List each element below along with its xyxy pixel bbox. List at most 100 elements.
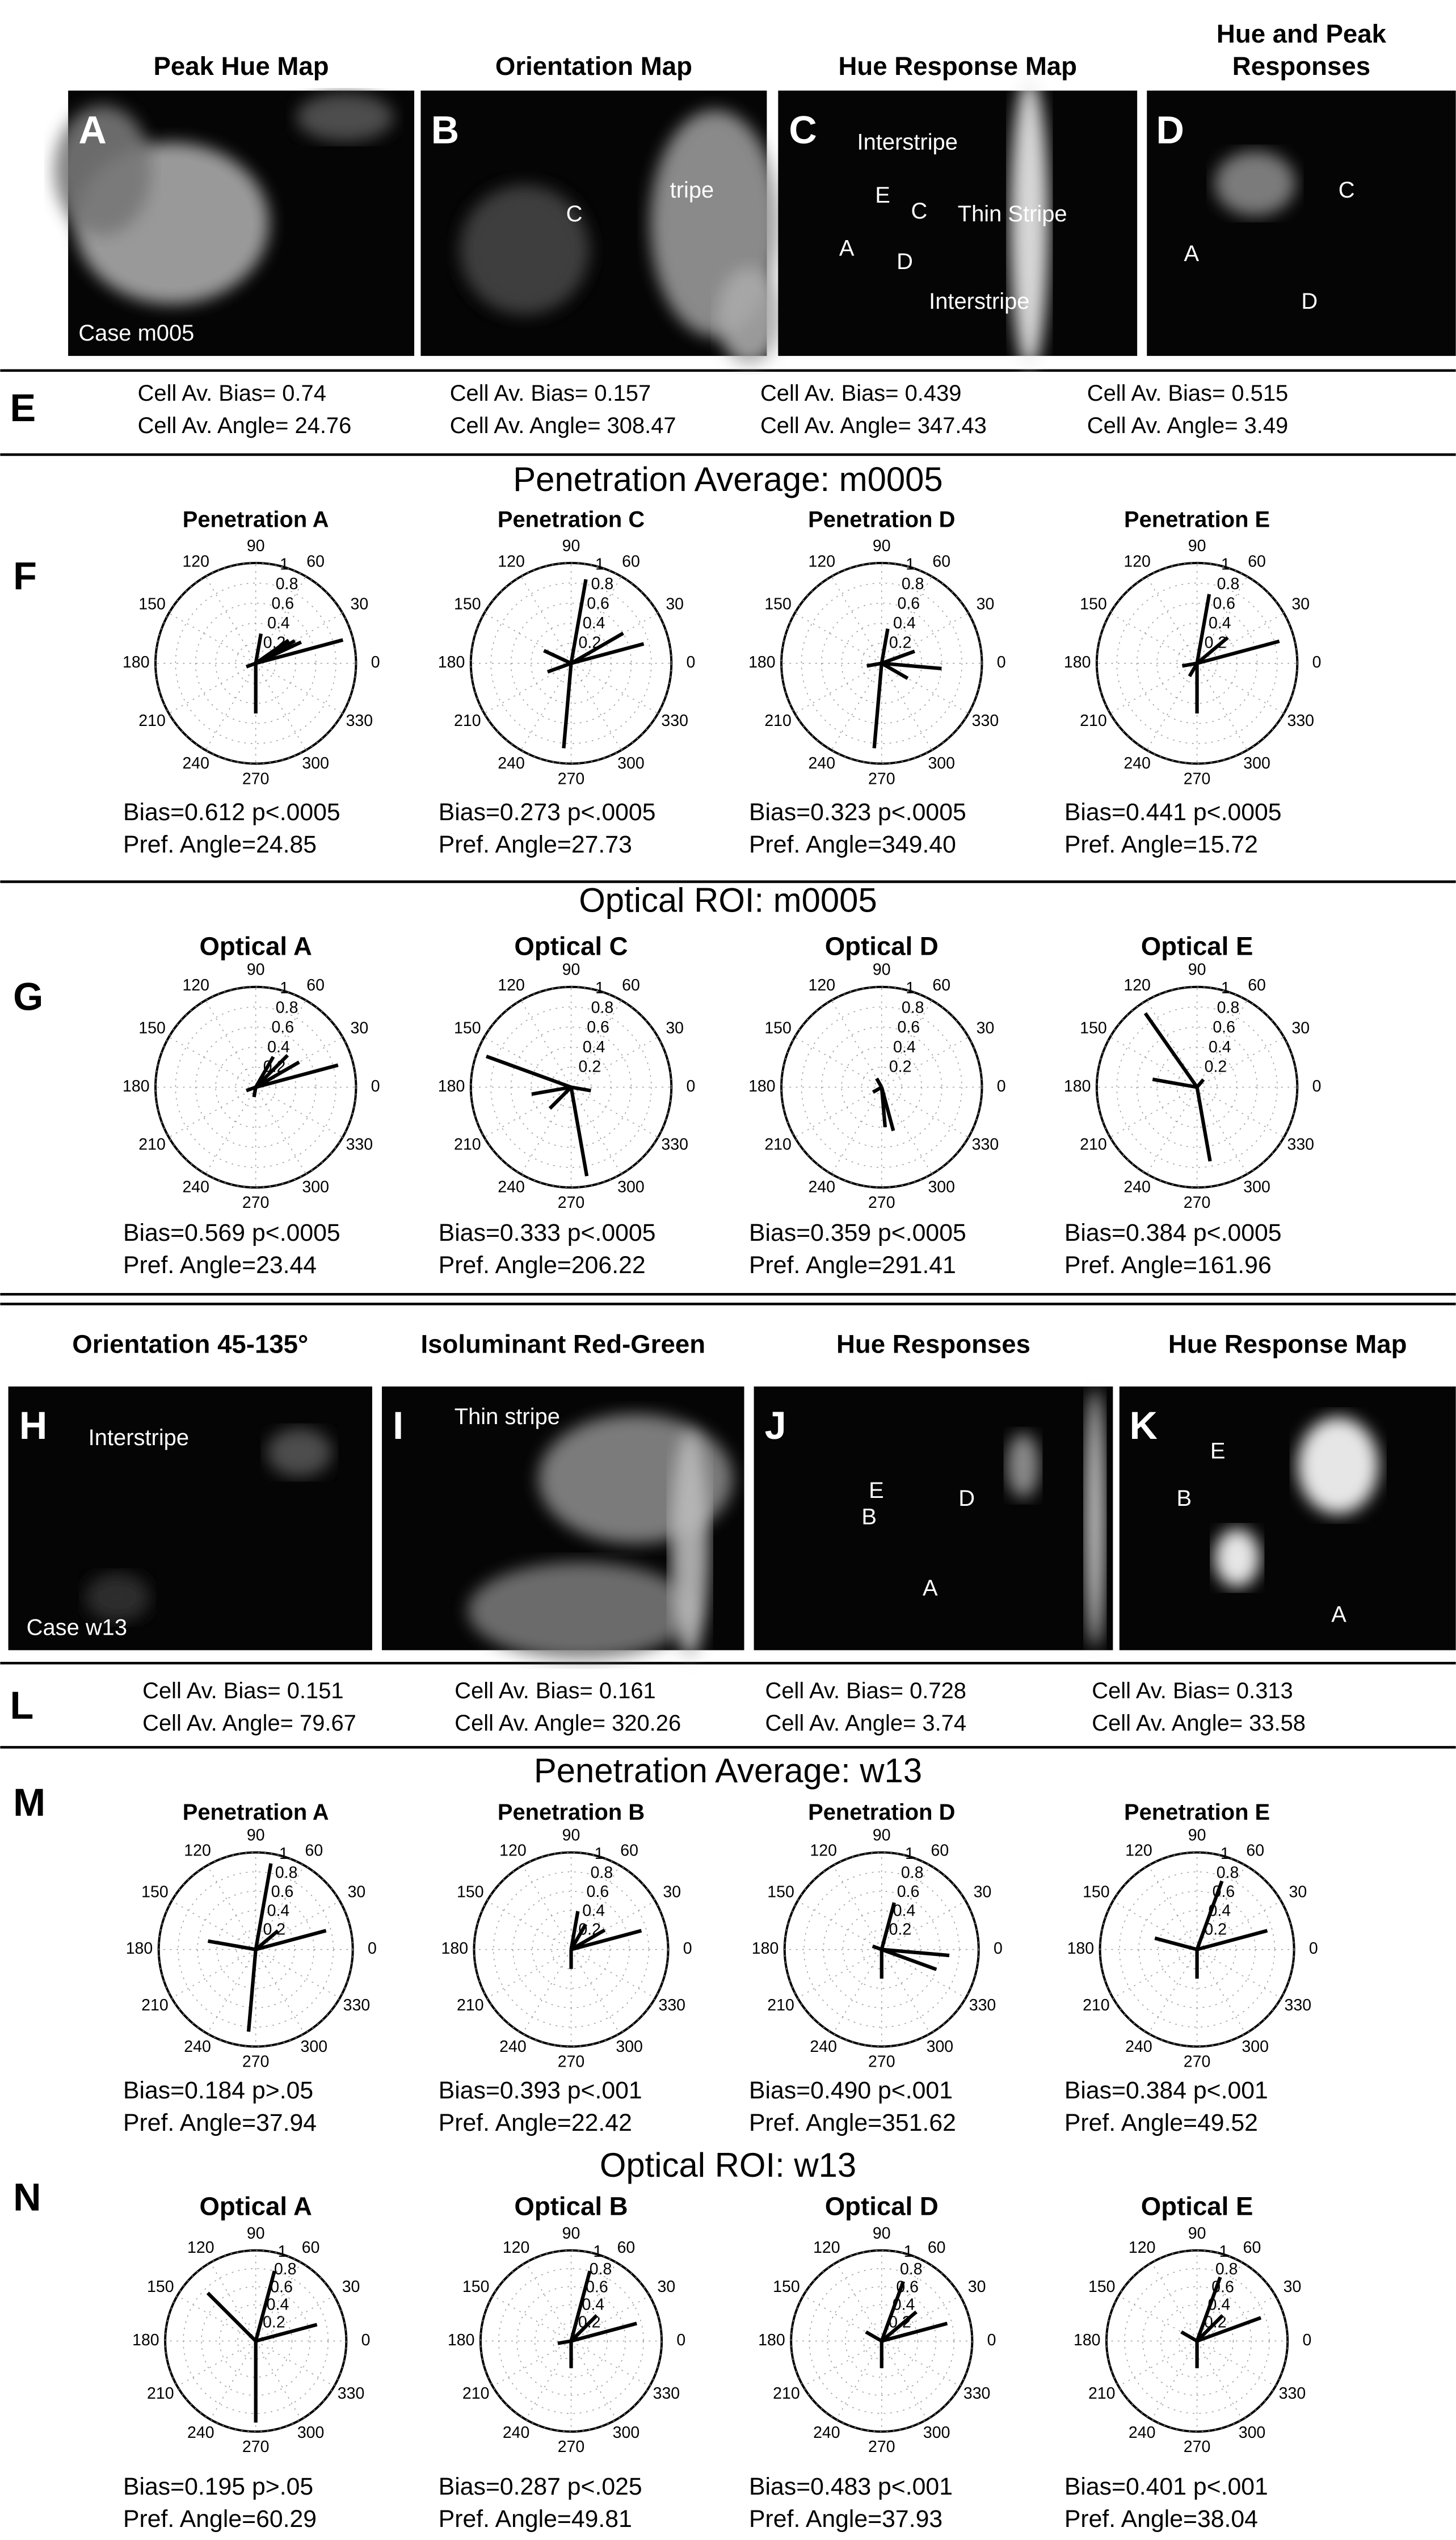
plot-stat: Pref. Angle=49.52	[1064, 2109, 1258, 2136]
angle-label: 0	[997, 653, 1006, 671]
angle-label: 180	[758, 2331, 785, 2349]
image-texture	[671, 1431, 709, 1658]
radial-label: 1	[280, 555, 289, 573]
angle-label: 240	[1123, 1178, 1151, 1196]
angle-label: 0	[371, 1077, 380, 1095]
image-label: E	[875, 183, 890, 208]
plot-stat: Pref. Angle=38.04	[1064, 2505, 1258, 2533]
angle-label: 240	[1129, 2424, 1156, 2442]
angle-label: 180	[126, 1939, 153, 1958]
image-label: C	[911, 199, 927, 224]
radial-label: 1	[279, 1845, 288, 1863]
angle-label: 240	[1123, 754, 1151, 773]
plot-stat: Bias=0.490 p<.001	[749, 2077, 953, 2104]
panel-title: Hue and Peak	[1217, 19, 1387, 48]
plot-stat: Bias=0.483 p<.001	[749, 2473, 953, 2500]
cell-stat: Cell Av. Bias= 0.151	[142, 1678, 343, 1703]
angle-label: 240	[187, 2424, 214, 2442]
angle-label: 210	[462, 2384, 490, 2403]
angle-label: 0	[987, 2331, 996, 2349]
angle-label: 330	[1279, 2384, 1306, 2403]
plot-stat: Bias=0.273 p<.0005	[439, 799, 656, 826]
angle-label: 0	[676, 2331, 685, 2349]
angle-label: 240	[498, 1178, 525, 1196]
radial-label: 0.4	[267, 1901, 290, 1920]
radial-label: 1	[595, 979, 604, 997]
radial-label: 0.8	[1217, 1863, 1239, 1882]
angle-label: 330	[661, 712, 688, 730]
image-texture	[85, 1573, 150, 1622]
radial-label: 0.8	[591, 999, 614, 1017]
radial-label: 0.4	[893, 1901, 916, 1920]
image-texture	[1007, 1433, 1040, 1498]
angle-label: 60	[932, 976, 950, 994]
angle-label: 90	[247, 537, 265, 555]
radial-label: 0.6	[271, 1883, 294, 1901]
angle-label: 30	[348, 1883, 366, 1901]
angle-label: 270	[242, 770, 270, 788]
radial-label: 0.8	[902, 999, 924, 1017]
angle-label: 180	[1064, 653, 1091, 671]
angle-label: 120	[503, 2239, 530, 2257]
radial-label: 0.8	[591, 1863, 613, 1882]
angle-label: 150	[457, 1883, 484, 1901]
angle-label: 120	[182, 976, 209, 994]
angle-label: 210	[147, 2384, 174, 2403]
angle-label: 330	[346, 712, 373, 730]
panel-title: Orientation 45-135°	[72, 1330, 308, 1359]
plot-stat: Bias=0.359 p<.0005	[749, 1219, 966, 1246]
panel-title: Peak Hue Map	[153, 52, 329, 81]
angle-label: 120	[187, 2239, 214, 2257]
angle-label: 0	[1302, 2331, 1311, 2349]
angle-label: 150	[767, 1883, 794, 1901]
panel-title: Orientation Map	[495, 52, 692, 81]
plot-stat: Pref. Angle=22.42	[439, 2109, 632, 2136]
angle-label: 90	[873, 1827, 891, 1845]
angle-label: 300	[1243, 1178, 1270, 1196]
plot-title: Penetration D	[808, 1800, 955, 1825]
angle-label: 60	[932, 552, 950, 570]
radial-label: 0.8	[276, 999, 298, 1017]
angle-label: 330	[343, 1996, 371, 2014]
angle-label: 60	[1246, 1841, 1264, 1859]
panel-letter: N	[13, 2176, 41, 2219]
section-heading: Penetration Average: m0005	[513, 460, 942, 498]
angle-label: 60	[1243, 2239, 1261, 2257]
angle-label: 90	[562, 537, 580, 555]
angle-label: 240	[184, 2038, 211, 2056]
angle-label: 210	[454, 1136, 481, 1154]
angle-label: 300	[302, 1178, 329, 1196]
radial-label: 0.6	[897, 1883, 920, 1901]
cell-stat: Cell Av. Angle= 320.26	[455, 1711, 681, 1736]
plot-title: Optical A	[199, 2192, 312, 2221]
image-label: E	[869, 1478, 884, 1503]
plot-title: Penetration A	[183, 1800, 329, 1825]
cell-stat: Cell Av. Angle= 308.47	[450, 413, 676, 438]
angle-label: 90	[247, 1827, 265, 1845]
plot-stat: Pref. Angle=24.85	[123, 831, 317, 858]
angle-label: 120	[1129, 2239, 1156, 2257]
angle-label: 330	[338, 2384, 365, 2403]
radial-label: 0.4	[582, 2295, 604, 2314]
radial-label: 0.6	[271, 594, 294, 612]
angle-label: 120	[498, 976, 525, 994]
section-heading: Optical ROI: w13	[600, 2146, 856, 2184]
angle-label: 270	[558, 1194, 585, 1212]
radial-label: 1	[278, 2243, 287, 2261]
angle-label: 210	[773, 2384, 800, 2403]
radial-label: 1	[595, 555, 604, 573]
angle-label: 30	[666, 1019, 684, 1037]
angle-label: 0	[1312, 653, 1322, 671]
image-label: Case w13	[27, 1615, 127, 1640]
angle-label: 150	[773, 2278, 800, 2296]
angle-label: 120	[809, 976, 836, 994]
panel-letter: H	[19, 1404, 47, 1447]
image-texture	[267, 1428, 332, 1477]
angle-label: 120	[498, 552, 525, 570]
section-heading: Penetration Average: w13	[534, 1752, 922, 1790]
image-panel	[1147, 91, 1455, 356]
plot-stat: Pref. Angle=60.29	[123, 2505, 317, 2533]
angle-label: 270	[558, 770, 585, 788]
plot-stat: Bias=0.195 p>.05	[123, 2473, 313, 2500]
radial-label: 0.8	[1217, 999, 1240, 1017]
